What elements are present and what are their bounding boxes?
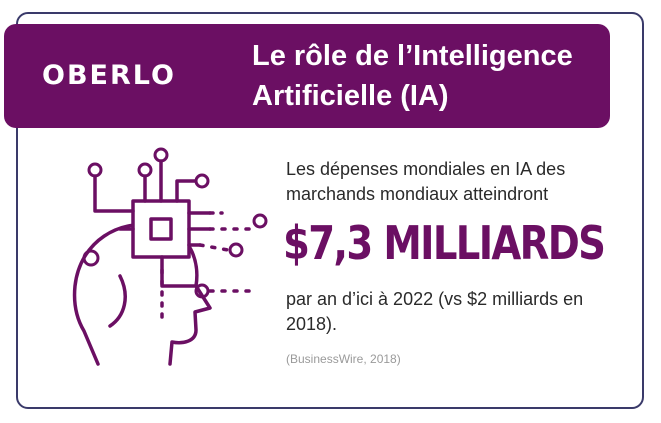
- header-banner: OBERLO Le rôle de l’Intelligence Artific…: [4, 24, 610, 128]
- subtext: par an d’ici à 2022 (vs $2 milliards en …: [286, 289, 584, 334]
- page-title: Le rôle de l’Intelligence Artificielle (…: [252, 36, 602, 116]
- title-line-1: Le rôle de l’Intelligence: [252, 40, 573, 72]
- ai-head-circuit-icon: [72, 147, 268, 366]
- highlight-value: $7,3 MILLIARDS: [283, 216, 606, 270]
- title-line-2: Artificielle (IA): [252, 80, 449, 112]
- description-text: Les dépenses mondiales en IA des marchan…: [286, 159, 566, 204]
- oberlo-logo: OBERLO: [42, 60, 176, 91]
- source-citation: (BusinessWire, 2018): [286, 352, 401, 366]
